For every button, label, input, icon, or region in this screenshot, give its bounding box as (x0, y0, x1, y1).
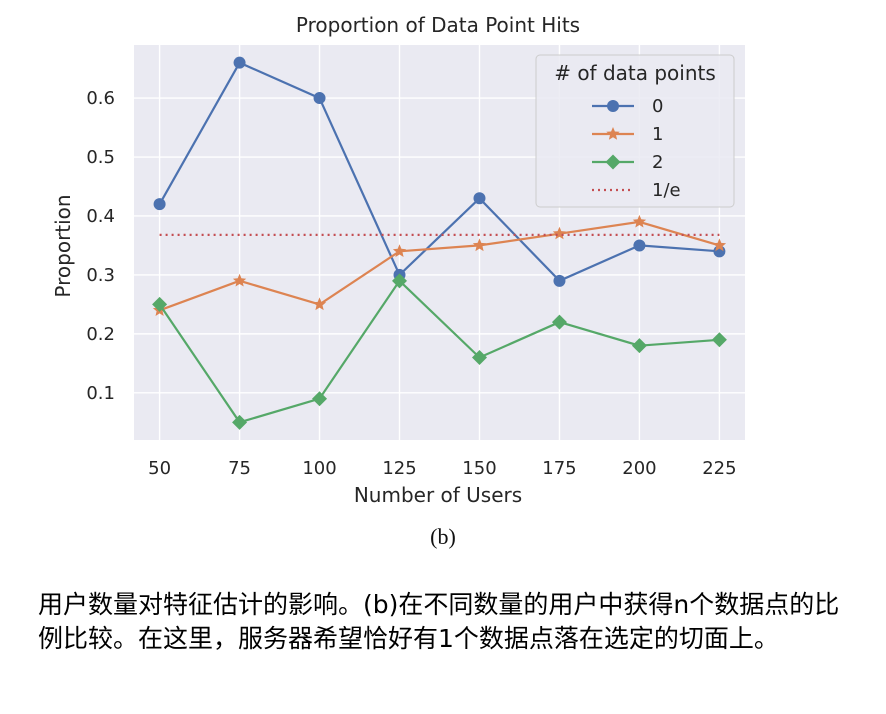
x-axis-label: Number of Users (354, 483, 522, 507)
legend-entry: 2 (592, 152, 663, 173)
data-point (233, 56, 246, 69)
legend-label: 1 (652, 124, 663, 145)
legend-label: 1/e (652, 180, 681, 201)
legend-entry: 0 (592, 96, 663, 117)
series-line (158, 61, 720, 283)
x-tick-label: 175 (542, 458, 576, 479)
x-tick-label: 75 (228, 458, 251, 479)
data-point (632, 214, 647, 228)
y-tick-label: 0.1 (86, 383, 115, 404)
legend-label: 0 (652, 96, 663, 117)
legend-marker (607, 100, 619, 112)
data-point (471, 349, 487, 365)
x-tick-labels: 50 75 100 125 150 175 200 225 (148, 458, 736, 479)
data-point (472, 238, 487, 252)
legend-marker (606, 127, 620, 140)
subfigure-label: (b) (430, 524, 456, 549)
data-point (392, 244, 407, 257)
data-point (712, 238, 727, 252)
data-point (312, 391, 328, 407)
legend: # of data points 0 1 2 1/e (535, 54, 735, 208)
legend-title: # of data points (554, 61, 716, 85)
legend-entry: 1/e (592, 180, 681, 201)
series-group (152, 56, 727, 430)
data-point (232, 273, 247, 287)
y-tick-label: 0.6 (86, 88, 115, 109)
y-tick-labels: 0.1 0.2 0.3 0.4 0.5 0.6 (86, 88, 115, 404)
data-point (153, 198, 166, 211)
series-line (159, 220, 720, 312)
data-point (313, 92, 326, 105)
data-point (631, 338, 647, 354)
y-axis-label: Proportion (51, 194, 75, 297)
data-point (232, 414, 248, 430)
x-tick-label: 200 (622, 458, 656, 479)
data-point (633, 239, 646, 252)
legend-entry: 1 (592, 124, 663, 145)
series-2 (152, 273, 727, 430)
x-tick-label: 50 (148, 458, 171, 479)
y-tick-label: 0.3 (86, 265, 115, 286)
x-tick-label: 225 (702, 458, 736, 479)
x-tick-label: 150 (462, 458, 496, 479)
y-tick-label: 0.4 (86, 206, 115, 227)
legend-label: 2 (652, 152, 663, 173)
data-point (152, 296, 168, 312)
data-point (553, 274, 566, 287)
x-tick-label: 125 (382, 458, 416, 479)
data-point (473, 192, 486, 205)
chart-title: Proportion of Data Point Hits (296, 13, 580, 37)
series-line (158, 279, 720, 424)
legend-marker (605, 154, 621, 170)
legend-box (535, 54, 735, 208)
line-chart: 50 75 100 125 150 175 200 225 0.10.20.30.40.50.… (51, 13, 745, 507)
data-point (312, 297, 327, 311)
data-point (552, 226, 567, 240)
figure-caption: 用户数量对特征估计的影响。(b)在不同数量的用户中获得n个数据点的比例比较。在这… (38, 590, 840, 653)
data-point (711, 332, 727, 348)
y-tick-label: 0.5 (86, 147, 115, 168)
y-tick-label: 0.2 (86, 324, 115, 345)
data-point (551, 314, 567, 330)
x-tick-label: 100 (302, 458, 336, 479)
data-point (392, 273, 408, 289)
